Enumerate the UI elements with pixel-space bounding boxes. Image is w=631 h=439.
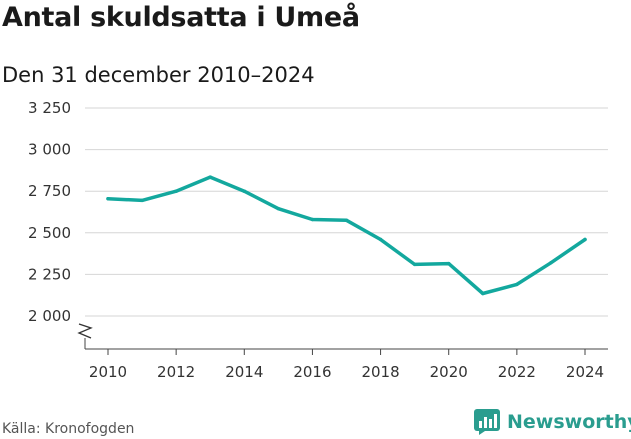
y-tick-label: 2 000 bbox=[28, 307, 71, 325]
chart-title: Antal skuldsatta i Umeå bbox=[2, 2, 360, 33]
brand-name: Newsworthy bbox=[507, 411, 631, 433]
y-axis-ticks: 2 000 2 250 2 500 2 750 3 000 3 250 bbox=[28, 99, 71, 325]
data-point bbox=[310, 217, 315, 222]
axis-break-icon bbox=[77, 323, 93, 339]
x-tick-label: 2022 bbox=[498, 363, 536, 381]
data-point bbox=[583, 237, 587, 242]
x-tick-label: 2020 bbox=[430, 363, 468, 381]
brand-logo: Newsworthy bbox=[474, 407, 631, 437]
y-tick-label: 3 000 bbox=[28, 141, 71, 159]
gridlines bbox=[85, 107, 608, 317]
data-point bbox=[106, 196, 110, 201]
x-axis-ticks: 2010 2012 2014 2016 2018 2020 2022 2024 bbox=[89, 349, 604, 381]
data-point bbox=[481, 291, 485, 296]
x-tick-label: 2024 bbox=[566, 363, 604, 381]
y-tick-label: 2 500 bbox=[28, 224, 71, 242]
data-point bbox=[549, 261, 553, 265]
data-point bbox=[174, 189, 178, 193]
data-point bbox=[140, 198, 144, 203]
x-tick-label: 2016 bbox=[293, 363, 331, 381]
newsworthy-logo-icon bbox=[474, 409, 500, 435]
y-tick-label: 2 750 bbox=[28, 182, 71, 200]
series-line bbox=[106, 175, 587, 296]
y-tick-label: 3 250 bbox=[28, 99, 71, 117]
data-point bbox=[378, 237, 383, 242]
data-point bbox=[447, 261, 451, 266]
data-point bbox=[515, 282, 519, 287]
series-layer bbox=[106, 175, 587, 296]
x-axis bbox=[77, 323, 608, 350]
source-note: Källa: Kronofogden bbox=[2, 421, 135, 437]
data-point bbox=[276, 206, 281, 211]
data-point bbox=[242, 189, 246, 193]
y-tick-label: 2 250 bbox=[28, 265, 71, 283]
x-tick-label: 2012 bbox=[157, 363, 195, 381]
x-tick-label: 2018 bbox=[361, 363, 399, 381]
x-tick-label: 2014 bbox=[225, 363, 263, 381]
x-tick-label: 2010 bbox=[89, 363, 127, 381]
chart-subtitle: Den 31 december 2010–2024 bbox=[2, 63, 315, 87]
data-point bbox=[208, 175, 212, 179]
data-point bbox=[344, 218, 349, 223]
data-point bbox=[412, 262, 417, 267]
